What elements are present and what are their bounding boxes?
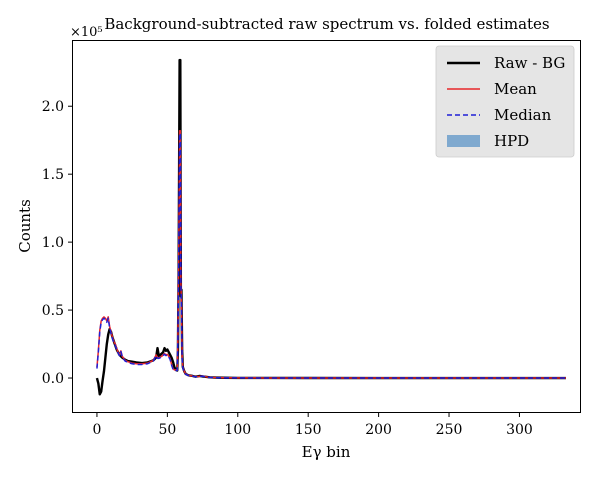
x-tick-label: 200 bbox=[365, 422, 392, 438]
y-tick-label: 1.5 bbox=[42, 167, 64, 183]
series-line-median bbox=[96, 132, 566, 379]
x-tick-label: 100 bbox=[224, 422, 251, 438]
x-tick-label: 300 bbox=[506, 422, 533, 438]
y-tick-label: 0.5 bbox=[42, 303, 64, 319]
y-tick-label: 0.0 bbox=[42, 371, 64, 387]
x-tick-label: 50 bbox=[158, 422, 176, 438]
ticks-layer: 0 50 100 150 200 250 300 0.0 0.5 1.0 1.5 2.0 bbox=[42, 99, 533, 438]
legend: Raw - BG Mean Median HPD bbox=[435, 45, 575, 158]
x-tick-label: 0 bbox=[92, 422, 101, 438]
series-layer bbox=[95, 58, 566, 396]
x-tick-label: 150 bbox=[295, 422, 322, 438]
y-tick-label: 1.0 bbox=[42, 235, 64, 251]
y-axis-multiplier: ×10⁵ bbox=[70, 25, 103, 40]
series-line-mean bbox=[96, 129, 566, 379]
legend-swatch-hpd bbox=[447, 135, 480, 147]
y-axis-label: Counts bbox=[16, 199, 34, 253]
plot-frame bbox=[72, 40, 581, 413]
x-axis-label: Eγ bin bbox=[302, 443, 351, 461]
legend-label-hpd: HPD bbox=[494, 132, 529, 150]
legend-label-mean: Mean bbox=[494, 80, 537, 98]
y-tick-label: 2.0 bbox=[42, 99, 64, 115]
chart-title: Background-subtracted raw spectrum vs. f… bbox=[104, 15, 549, 33]
legend-label-median: Median bbox=[494, 106, 552, 124]
x-tick-label: 250 bbox=[436, 422, 463, 438]
legend-label-raw-bg: Raw - BG bbox=[494, 54, 565, 72]
legend-box bbox=[435, 45, 575, 158]
